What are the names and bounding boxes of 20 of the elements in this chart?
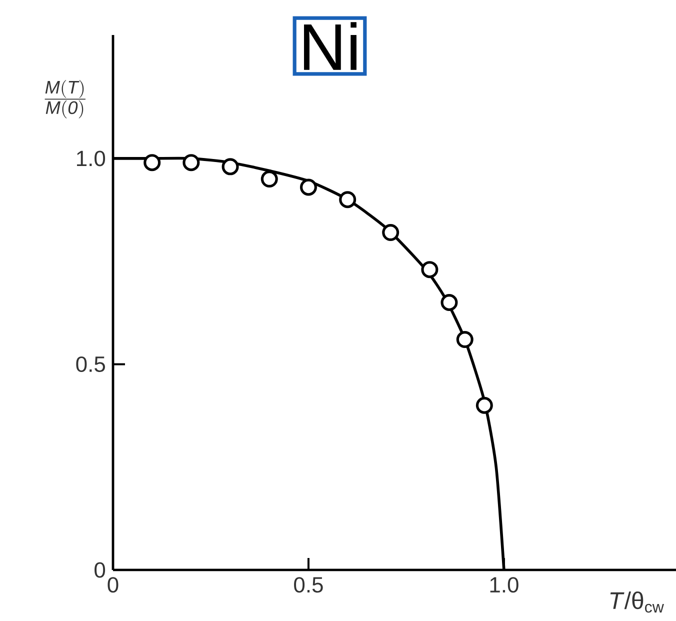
point	[300, 178, 317, 196]
point	[456, 331, 474, 348]
x-tick-label: 0	[108, 577, 118, 593]
point	[260, 170, 278, 188]
x-tick-label: 0.5	[294, 577, 323, 593]
point	[144, 154, 161, 172]
point	[222, 158, 239, 176]
point	[339, 191, 356, 208]
y-tick-label: 0	[94, 562, 106, 578]
point	[440, 294, 458, 311]
point	[182, 154, 200, 172]
y-tick-label: 0.5	[76, 356, 105, 372]
point	[382, 224, 400, 242]
y-axis-title: $\frac{\mathit{M(T)}}{\mathit{M(0)}}$	[44, 80, 86, 118]
x-tick-label: 1.0	[490, 577, 518, 593]
x-axis-title: T/θ$_{cw}$	[610, 592, 664, 613]
point	[421, 261, 438, 278]
chart-title: Ni	[304, 22, 356, 70]
y-tick-label: 1.0	[77, 150, 106, 166]
point	[476, 396, 493, 414]
